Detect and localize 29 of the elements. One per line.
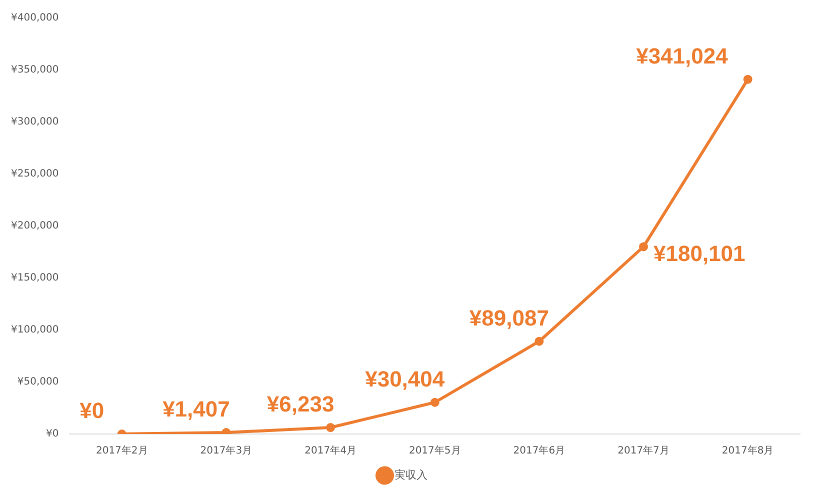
y-tick-label: ¥150,000 (10, 272, 59, 284)
data-label: ¥89,087 (469, 305, 549, 330)
x-tick-label: 2017年3月 (200, 444, 252, 457)
y-tick-label: ¥0 (46, 428, 59, 440)
x-tick-label: 2017年5月 (408, 444, 461, 457)
point (534, 336, 544, 346)
x-tick-label: 2017年8月 (722, 444, 774, 457)
data-label: ¥0 (80, 398, 104, 424)
point (326, 423, 336, 432)
point (639, 242, 648, 252)
x-tick-label: 2017年7月 (618, 444, 670, 457)
y-tick-label: ¥400,000 (10, 12, 59, 24)
data-label: ¥1,407 (162, 396, 230, 422)
legend-label: 実収入 (394, 468, 428, 482)
point (743, 74, 752, 84)
y-tick-label: ¥200,000 (10, 220, 59, 232)
data-label: ¥341,024 (636, 43, 729, 68)
y-tick-label: ¥50,000 (17, 376, 59, 388)
point (430, 398, 440, 407)
data-label: ¥30,404 (365, 366, 446, 392)
x-tick-label: 2017年6月 (513, 444, 566, 457)
y-tick-label: ¥100,000 (10, 324, 59, 336)
x-tick-label: 2017年2月 (96, 444, 148, 457)
x-tick-label: 2017年4月 (304, 444, 356, 457)
y-tick-label: ¥300,000 (10, 116, 59, 128)
data-label: ¥6,233 (266, 392, 334, 417)
data-label: ¥180,101 (654, 240, 746, 266)
y-tick-label: ¥350,000 (10, 64, 59, 76)
y-tick-label: ¥250,000 (10, 168, 59, 180)
